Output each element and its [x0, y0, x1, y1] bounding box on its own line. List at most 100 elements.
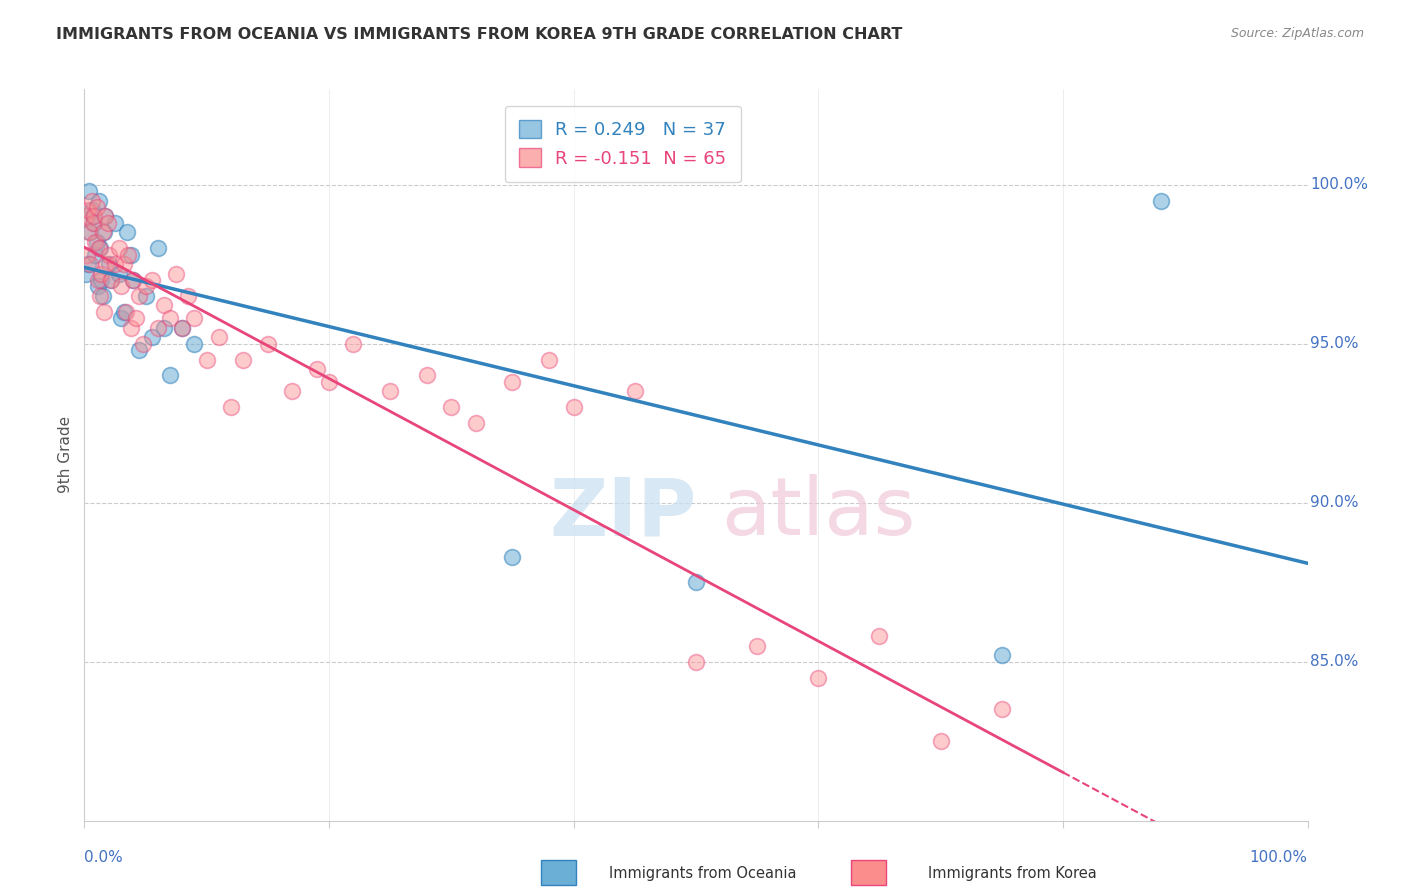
Text: Immigrants from Oceania: Immigrants from Oceania — [609, 866, 797, 881]
Point — [153, 298, 176, 312]
Point — [869, 629, 891, 643]
Point — [195, 352, 218, 367]
Point — [91, 225, 114, 239]
Point — [93, 305, 115, 319]
Point — [135, 289, 157, 303]
Point — [135, 279, 157, 293]
Point — [128, 289, 150, 303]
Point — [104, 257, 127, 271]
Point — [115, 305, 138, 319]
Text: ZIP: ZIP — [548, 475, 696, 552]
Point — [97, 257, 120, 271]
Point — [120, 320, 142, 334]
Point — [117, 247, 139, 261]
Point — [107, 267, 129, 281]
Point — [990, 702, 1012, 716]
Point — [79, 257, 101, 271]
Point — [172, 320, 194, 334]
Point — [208, 330, 231, 344]
Point — [624, 384, 647, 399]
Point — [79, 225, 101, 239]
Y-axis label: 9th Grade: 9th Grade — [58, 417, 73, 493]
Point — [416, 368, 439, 383]
Text: 100.0%: 100.0% — [1310, 178, 1368, 192]
Point — [89, 289, 111, 303]
Point — [87, 194, 110, 208]
Point — [100, 273, 122, 287]
Point — [77, 202, 100, 217]
Point — [112, 257, 135, 271]
Legend: R = 0.249   N = 37, R = -0.151  N = 65: R = 0.249 N = 37, R = -0.151 N = 65 — [505, 105, 741, 182]
Point — [80, 202, 103, 217]
Point — [77, 184, 100, 198]
Point — [94, 210, 117, 224]
Point — [110, 279, 132, 293]
Text: 100.0%: 100.0% — [1250, 850, 1308, 865]
Point — [929, 734, 952, 748]
Point — [183, 311, 205, 326]
Point — [84, 247, 107, 261]
Point — [464, 416, 486, 430]
Point — [159, 311, 181, 326]
Point — [257, 336, 280, 351]
Point — [77, 225, 100, 239]
Point — [112, 305, 135, 319]
Text: 90.0%: 90.0% — [1310, 495, 1358, 510]
Point — [501, 375, 523, 389]
Point — [87, 273, 110, 287]
Point — [82, 216, 104, 230]
Point — [538, 352, 561, 367]
Point — [83, 210, 105, 224]
Point — [1150, 194, 1173, 208]
Point — [122, 273, 145, 287]
Point — [232, 352, 254, 367]
Point — [342, 336, 364, 351]
Point — [807, 877, 830, 891]
Point — [146, 241, 169, 255]
Point — [110, 311, 132, 326]
Point — [183, 336, 205, 351]
Point — [107, 241, 129, 255]
Point — [685, 575, 707, 590]
Text: IMMIGRANTS FROM OCEANIA VS IMMIGRANTS FROM KOREA 9TH GRADE CORRELATION CHART: IMMIGRANTS FROM OCEANIA VS IMMIGRANTS FR… — [56, 27, 903, 42]
Point — [128, 343, 150, 357]
Point — [120, 247, 142, 261]
Point — [122, 273, 145, 287]
Point — [84, 235, 107, 249]
Point — [89, 241, 111, 255]
Point — [318, 375, 340, 389]
Point — [141, 330, 163, 344]
Point — [172, 320, 194, 334]
Point — [90, 273, 112, 287]
Point — [807, 671, 830, 685]
Point — [104, 216, 127, 230]
Point — [86, 200, 108, 214]
Point — [90, 267, 112, 281]
Point — [97, 247, 120, 261]
Point — [153, 320, 176, 334]
Point — [990, 648, 1012, 663]
Point — [562, 401, 585, 415]
Point — [83, 216, 105, 230]
Point — [501, 549, 523, 564]
Point — [100, 273, 122, 287]
Point — [141, 273, 163, 287]
Text: Immigrants from Korea: Immigrants from Korea — [928, 866, 1097, 881]
Point — [165, 267, 187, 281]
Point — [132, 336, 155, 351]
Point — [91, 289, 114, 303]
Point — [75, 210, 97, 224]
Point — [125, 311, 148, 326]
Point — [281, 384, 304, 399]
Text: 95.0%: 95.0% — [1310, 336, 1358, 351]
Point — [380, 384, 402, 399]
Point — [82, 210, 104, 224]
Point — [75, 267, 97, 281]
Point — [146, 320, 169, 334]
Point — [177, 289, 200, 303]
Point — [96, 257, 118, 271]
Text: Source: ZipAtlas.com: Source: ZipAtlas.com — [1230, 27, 1364, 40]
Text: 0.0%: 0.0% — [84, 850, 124, 865]
Point — [86, 235, 108, 249]
Point — [77, 257, 100, 271]
